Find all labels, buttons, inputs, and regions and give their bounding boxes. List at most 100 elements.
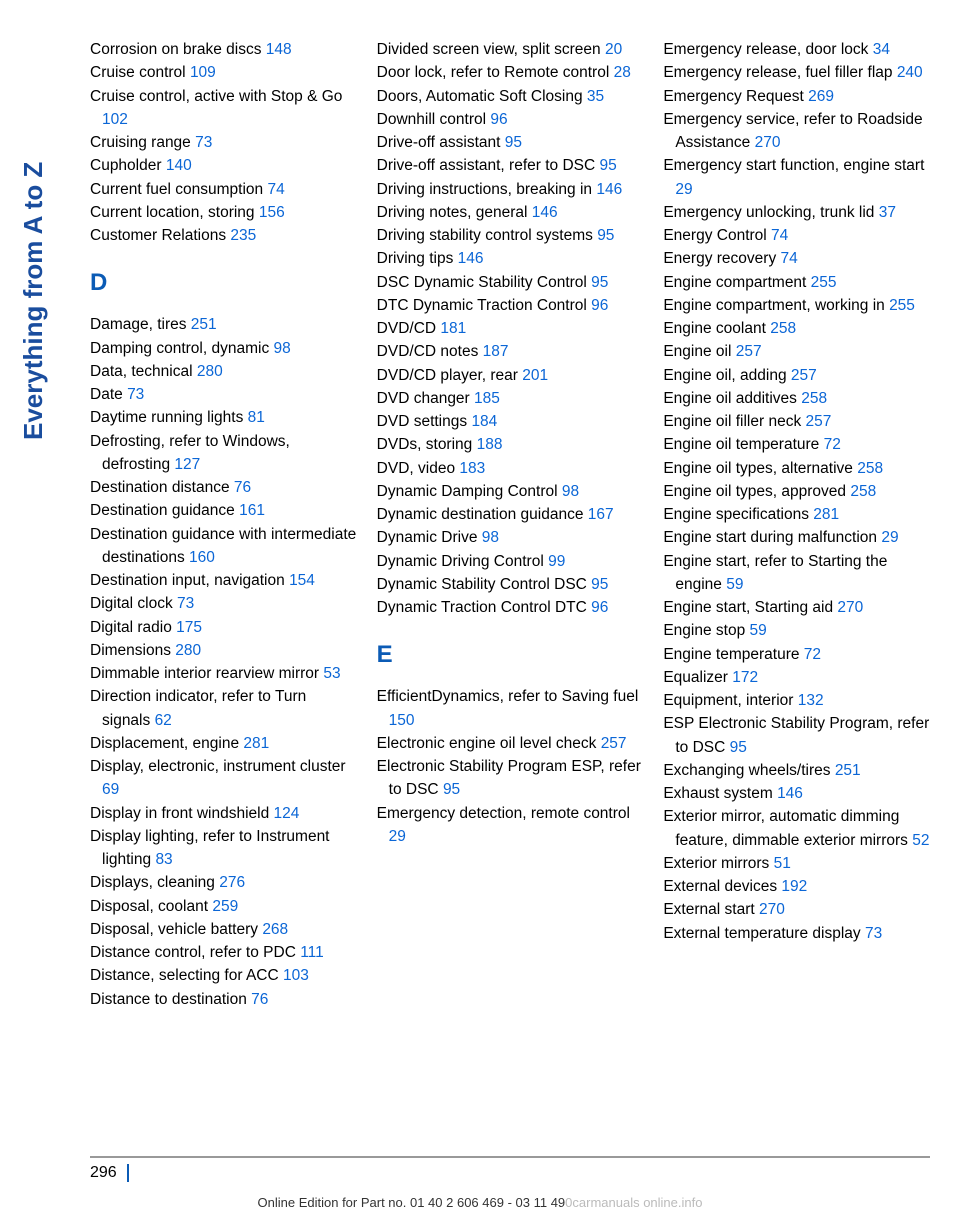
page-reference[interactable]: 111 bbox=[300, 944, 324, 961]
page-reference[interactable]: 73 bbox=[177, 595, 194, 612]
page-reference[interactable]: 258 bbox=[857, 460, 883, 477]
page-reference[interactable]: 235 bbox=[230, 227, 256, 244]
page-reference[interactable]: 255 bbox=[889, 297, 915, 314]
page-reference[interactable]: 76 bbox=[234, 479, 251, 496]
page-reference[interactable]: 276 bbox=[219, 874, 245, 891]
page-reference[interactable]: 167 bbox=[588, 506, 614, 523]
page-reference[interactable]: 150 bbox=[389, 712, 415, 729]
page-reference[interactable]: 281 bbox=[243, 735, 269, 752]
page-reference[interactable]: 140 bbox=[166, 157, 192, 174]
page-reference[interactable]: 72 bbox=[804, 646, 821, 663]
page-reference[interactable]: 270 bbox=[755, 134, 781, 151]
page-reference[interactable]: 95 bbox=[599, 157, 616, 174]
page-reference[interactable]: 183 bbox=[459, 460, 485, 477]
page-reference[interactable]: 146 bbox=[458, 250, 484, 267]
page-reference[interactable]: 98 bbox=[562, 483, 579, 500]
page-reference[interactable]: 251 bbox=[835, 762, 861, 779]
page-reference[interactable]: 240 bbox=[897, 64, 923, 81]
page-reference[interactable]: 184 bbox=[471, 413, 497, 430]
page-reference[interactable]: 188 bbox=[477, 436, 503, 453]
page-reference[interactable]: 81 bbox=[248, 409, 265, 426]
page-reference[interactable]: 83 bbox=[155, 851, 172, 868]
page-reference[interactable]: 98 bbox=[482, 529, 499, 546]
page-reference[interactable]: 29 bbox=[881, 529, 898, 546]
page-reference[interactable]: 257 bbox=[806, 413, 832, 430]
page-reference[interactable]: 258 bbox=[801, 390, 827, 407]
page-reference[interactable]: 99 bbox=[548, 553, 565, 570]
page-reference[interactable]: 35 bbox=[587, 88, 604, 105]
page-reference[interactable]: 95 bbox=[730, 739, 747, 756]
page-reference[interactable]: 53 bbox=[323, 665, 340, 682]
page-reference[interactable]: 95 bbox=[591, 274, 608, 291]
page-reference[interactable]: 257 bbox=[736, 343, 762, 360]
page-reference[interactable]: 96 bbox=[591, 599, 608, 616]
page-reference[interactable]: 192 bbox=[781, 878, 807, 895]
page-reference[interactable]: 258 bbox=[850, 483, 876, 500]
page-reference[interactable]: 73 bbox=[127, 386, 144, 403]
entry-text: Drive-off assistant, refer to DSC bbox=[377, 157, 600, 174]
page-reference[interactable]: 281 bbox=[813, 506, 839, 523]
page-reference[interactable]: 96 bbox=[490, 111, 507, 128]
page-reference[interactable]: 257 bbox=[791, 367, 817, 384]
page-reference[interactable]: 73 bbox=[865, 925, 882, 942]
page-reference[interactable]: 95 bbox=[443, 781, 460, 798]
entry-text: Emergency detection, remote control bbox=[377, 805, 630, 822]
page-reference[interactable]: 95 bbox=[597, 227, 614, 244]
page-reference[interactable]: 201 bbox=[522, 367, 548, 384]
page-reference[interactable]: 161 bbox=[239, 502, 265, 519]
page-reference[interactable]: 34 bbox=[873, 41, 890, 58]
page-reference[interactable]: 29 bbox=[389, 828, 406, 845]
page-reference[interactable]: 175 bbox=[176, 619, 202, 636]
page-reference[interactable]: 255 bbox=[811, 274, 837, 291]
page-reference[interactable]: 270 bbox=[837, 599, 863, 616]
page-reference[interactable]: 74 bbox=[267, 181, 284, 198]
page-reference[interactable]: 280 bbox=[175, 642, 201, 659]
page-reference[interactable]: 269 bbox=[808, 88, 834, 105]
page-reference[interactable]: 73 bbox=[195, 134, 212, 151]
page-reference[interactable]: 28 bbox=[614, 64, 631, 81]
page-reference[interactable]: 124 bbox=[274, 805, 300, 822]
page-reference[interactable]: 74 bbox=[771, 227, 788, 244]
page-reference[interactable]: 146 bbox=[596, 181, 622, 198]
page-reference[interactable]: 270 bbox=[759, 901, 785, 918]
page-reference[interactable]: 146 bbox=[777, 785, 803, 802]
page-reference[interactable]: 259 bbox=[212, 898, 238, 915]
page-reference[interactable]: 146 bbox=[532, 204, 558, 221]
page-reference[interactable]: 74 bbox=[781, 250, 798, 267]
page-reference[interactable]: 59 bbox=[750, 622, 767, 639]
page-reference[interactable]: 96 bbox=[591, 297, 608, 314]
page-reference[interactable]: 51 bbox=[774, 855, 791, 872]
page-reference[interactable]: 37 bbox=[879, 204, 896, 221]
page-reference[interactable]: 62 bbox=[155, 712, 172, 729]
page-reference[interactable]: 98 bbox=[274, 340, 291, 357]
page-reference[interactable]: 132 bbox=[798, 692, 824, 709]
page-reference[interactable]: 72 bbox=[824, 436, 841, 453]
page-reference[interactable]: 59 bbox=[726, 576, 743, 593]
page-reference[interactable]: 251 bbox=[191, 316, 217, 333]
page-reference[interactable]: 268 bbox=[262, 921, 288, 938]
page-reference[interactable]: 280 bbox=[197, 363, 223, 380]
page-reference[interactable]: 103 bbox=[283, 967, 309, 984]
page-reference[interactable]: 29 bbox=[675, 181, 692, 198]
page-reference[interactable]: 154 bbox=[289, 572, 315, 589]
page-reference[interactable]: 185 bbox=[474, 390, 500, 407]
page-reference[interactable]: 187 bbox=[483, 343, 509, 360]
index-entry: Energy Control 74 bbox=[663, 224, 930, 247]
page-reference[interactable]: 20 bbox=[605, 41, 622, 58]
page-reference[interactable]: 109 bbox=[190, 64, 216, 81]
page-reference[interactable]: 148 bbox=[266, 41, 292, 58]
index-entry: Engine start, Starting aid 270 bbox=[663, 596, 930, 619]
page-reference[interactable]: 258 bbox=[770, 320, 796, 337]
page-reference[interactable]: 172 bbox=[732, 669, 758, 686]
page-reference[interactable]: 69 bbox=[102, 781, 119, 798]
page-reference[interactable]: 160 bbox=[189, 549, 215, 566]
page-reference[interactable]: 52 bbox=[912, 832, 929, 849]
page-reference[interactable]: 95 bbox=[591, 576, 608, 593]
page-reference[interactable]: 95 bbox=[505, 134, 522, 151]
page-reference[interactable]: 127 bbox=[174, 456, 200, 473]
page-reference[interactable]: 257 bbox=[601, 735, 627, 752]
page-reference[interactable]: 102 bbox=[102, 111, 128, 128]
page-reference[interactable]: 76 bbox=[251, 991, 268, 1008]
page-reference[interactable]: 156 bbox=[259, 204, 285, 221]
page-reference[interactable]: 181 bbox=[440, 320, 466, 337]
